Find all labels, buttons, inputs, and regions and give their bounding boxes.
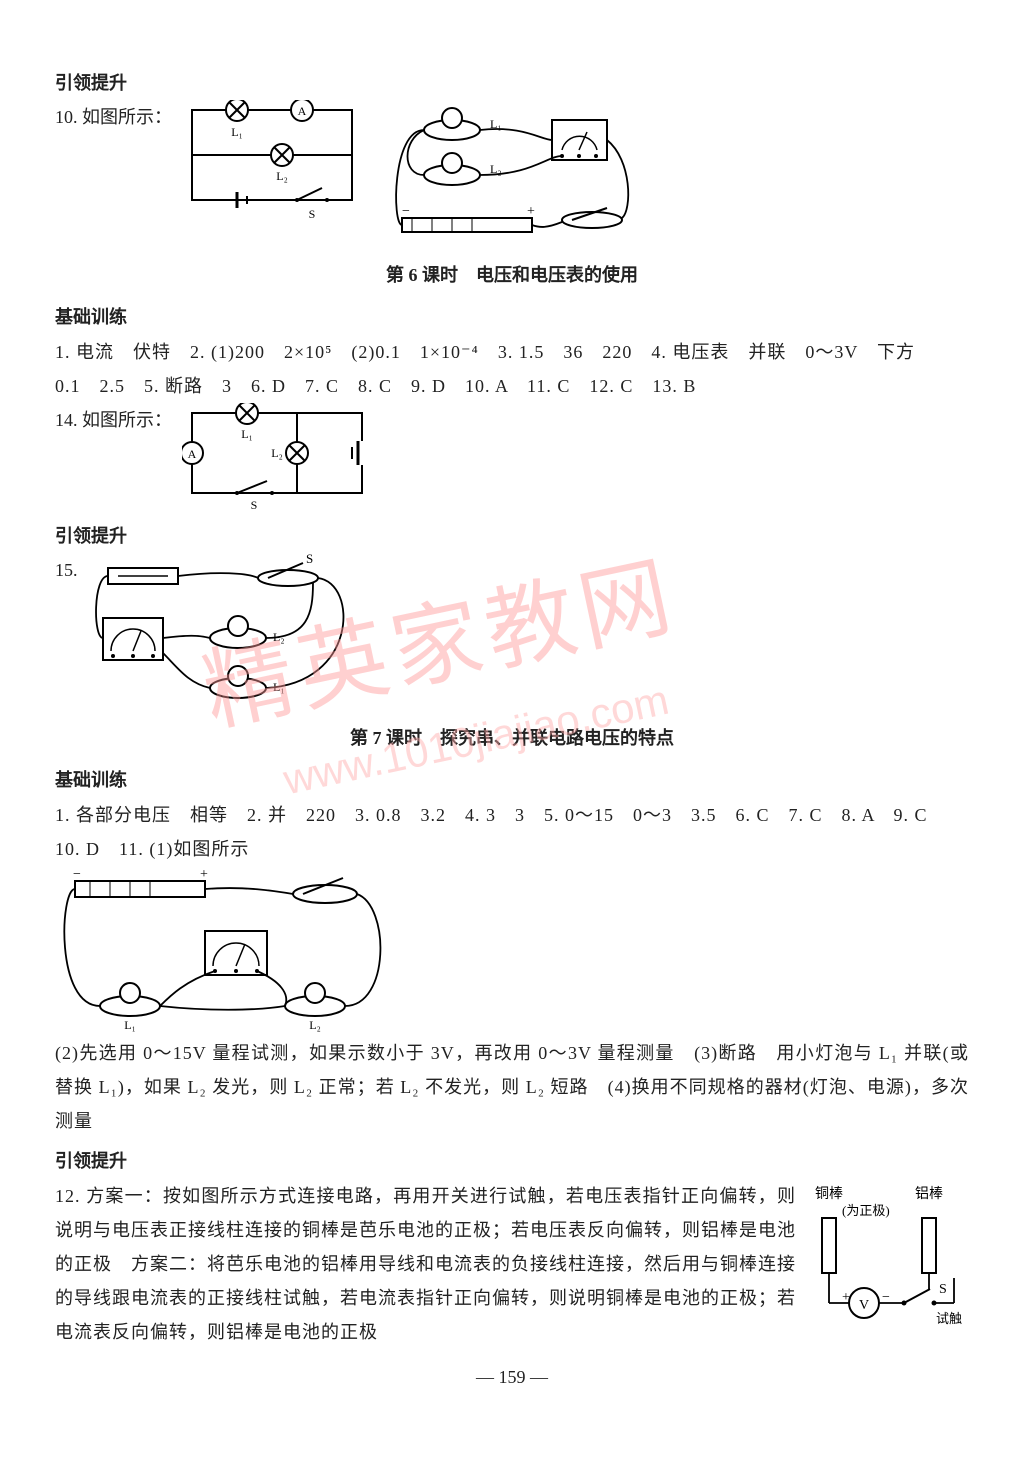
q11-l1: L₁ — [124, 1018, 136, 1032]
l1-label: L₁ — [231, 125, 243, 139]
q15-s: S — [306, 553, 313, 566]
q10-label: 10. 如图所示： — [55, 100, 172, 134]
q12-side-figure-icon: 铜棒 (为正极) 铝棒 V + − S 试触 — [804, 1183, 969, 1333]
q10-pictorial-icon: L₁ L₂ − + — [372, 100, 652, 250]
plus-1: + — [527, 204, 535, 219]
q12-s: S — [939, 1282, 947, 1297]
l7-line-c: (2)先选用 0～15V 量程试测，如果示数小于 3V，再改用 0～3V 量程测… — [55, 1036, 969, 1139]
copper-label: 铜棒 — [815, 1186, 843, 1202]
q14-s: S — [251, 498, 258, 512]
lesson7-title: 第 7 课时 探究串、并联电路电压的特点 — [55, 721, 969, 755]
section-header-5: 引领提升 — [55, 1144, 969, 1178]
q10-schematic-icon: L₁ A L₂ S — [182, 100, 362, 220]
l6-line-b: 0.1 2.5 5. 断路 3 6. D 7. C 8. C 9. D 10. … — [55, 369, 969, 403]
q12-block: 铜棒 (为正极) 铝棒 V + − S 试触 12. 方案一：按如图所示方式连接… — [55, 1179, 969, 1350]
q15-label: 15. — [55, 553, 78, 587]
q11-pictorial-icon: − + L₁ L₂ — [55, 866, 405, 1036]
s-label: S — [309, 207, 316, 220]
q14-l2: L₂ — [271, 446, 283, 460]
q10-row: 10. 如图所示： L₁ A L₂ S L₁ L₂ — [55, 100, 969, 250]
q14-schematic-icon: L₁ L₂ A S — [182, 403, 372, 513]
page-number: — 159 — — [55, 1360, 969, 1394]
q14-row: 14. 如图所示： L₁ L₂ A S — [55, 403, 969, 513]
test-label: 试触 — [936, 1311, 962, 1326]
minus-1: − — [402, 204, 410, 219]
section-header-2: 基础训练 — [55, 300, 969, 334]
q11-minus: − — [73, 867, 81, 882]
q15-row: 15. S L₂ L₁ — [55, 553, 969, 713]
l7-line-b: 10. D 11. (1)如图所示 — [55, 832, 969, 866]
l6-line-a: 1. 电流 伏特 2. (1)200 2×10⁵ (2)0.1 1×10⁻⁴ 3… — [55, 335, 969, 369]
q15-pictorial-icon: S L₂ L₁ — [88, 553, 388, 713]
q14-ammeter: A — [188, 447, 197, 461]
q14-l1: L₁ — [241, 427, 253, 441]
section-header-1: 引领提升 — [55, 66, 969, 100]
section-header-3: 引领提升 — [55, 519, 969, 553]
lesson6-title: 第 6 课时 电压和电压表的使用 — [55, 258, 969, 292]
voltmeter-v: V — [859, 1298, 869, 1313]
l2-label: L₂ — [276, 169, 288, 183]
q11-plus: + — [200, 867, 208, 882]
section-header-4: 基础训练 — [55, 763, 969, 797]
q14-label: 14. 如图所示： — [55, 403, 172, 437]
l7-line-a: 1. 各部分电压 相等 2. 并 220 3. 0.8 3.2 4. 3 3 5… — [55, 798, 969, 832]
ammeter-label: A — [298, 104, 307, 118]
alum-label: 铝棒 — [915, 1186, 943, 1202]
q11-l2: L₂ — [309, 1018, 321, 1032]
positive-label: (为正极) — [842, 1203, 890, 1218]
